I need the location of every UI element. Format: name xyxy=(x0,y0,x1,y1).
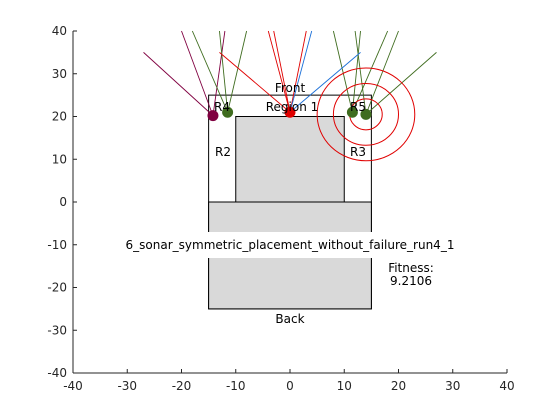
sonar-2-ray-3 xyxy=(227,30,248,113)
y-tick-label-6: 20 xyxy=(52,110,67,124)
r5-label: R5 xyxy=(350,100,366,114)
x-tick-label-4: 0 xyxy=(286,379,294,393)
sonar-4-ray-1 xyxy=(332,30,353,113)
sonar-1-ray-2 xyxy=(181,30,214,116)
y-tick-label-5: 10 xyxy=(52,152,67,166)
sonar-1-ray-3 xyxy=(212,30,226,116)
fitness-label: Fitness: xyxy=(388,261,434,275)
r4-label: R4 xyxy=(214,100,230,114)
chart-title: 6_sonar_symmetric_placement_without_fail… xyxy=(126,238,455,252)
x-tick-label-7: 30 xyxy=(445,379,460,393)
sonar-1-ray-1 xyxy=(143,52,214,116)
sonar-2-ray-1 xyxy=(191,30,229,113)
x-tick-label-5: 10 xyxy=(337,379,352,393)
range-circle-3 xyxy=(316,67,416,162)
sonar-2-ray-2 xyxy=(219,30,229,113)
extra-ray-2 xyxy=(289,52,361,113)
y-tick-label-1: -30 xyxy=(47,323,67,337)
sonar-marker-4 xyxy=(346,106,358,118)
sonar-marker-3 xyxy=(284,106,296,118)
x-tick-label-2: -20 xyxy=(172,379,192,393)
sonar-3-ray-2 xyxy=(289,30,307,113)
sonar-marker-1 xyxy=(207,110,219,122)
x-tick-label-6: 20 xyxy=(391,379,406,393)
sonar-5-ray-1 xyxy=(354,30,367,115)
x-tick-label-8: 40 xyxy=(499,379,514,393)
y-tick-label-7: 30 xyxy=(52,67,67,81)
sonar-4-ray-3 xyxy=(351,30,389,113)
front-label: Front xyxy=(275,81,306,95)
x-tick-label-1: -30 xyxy=(117,379,137,393)
range-circle-2 xyxy=(332,82,400,146)
plot-area: -40 -30 -20 -10 0 10 20 30 40 -40 -30 -20 -10 0 10 20 30… xyxy=(47,24,514,393)
y-tick-label-8: 40 xyxy=(52,24,67,38)
sonar-3-ray-1 xyxy=(273,30,291,113)
extra-ray-3 xyxy=(289,30,313,113)
fitness-value: 9.2106 xyxy=(390,274,432,288)
y-tick-label-3: -10 xyxy=(47,238,67,252)
r2-label: R2 xyxy=(215,145,231,159)
title-background xyxy=(100,232,483,258)
sonar-marker-5 xyxy=(360,108,372,120)
region-1-label: Region 1 xyxy=(266,100,319,114)
y-tick-label-0: -40 xyxy=(47,366,67,380)
sonar-marker-2 xyxy=(222,106,234,118)
y-tick-label-4: 0 xyxy=(59,195,67,209)
r3-label: R3 xyxy=(350,145,366,159)
extra-ray-1 xyxy=(219,52,291,113)
extra-ray-4 xyxy=(267,30,291,113)
inner-body xyxy=(235,116,345,203)
y-tick-label-2: -20 xyxy=(47,281,67,295)
sonar-5-ray-2 xyxy=(365,30,399,115)
x-tick-label-3: -10 xyxy=(226,379,246,393)
back-label: Back xyxy=(275,312,304,326)
sonar-4-ray-2 xyxy=(351,30,361,113)
x-tick-label-0: -40 xyxy=(63,379,83,393)
